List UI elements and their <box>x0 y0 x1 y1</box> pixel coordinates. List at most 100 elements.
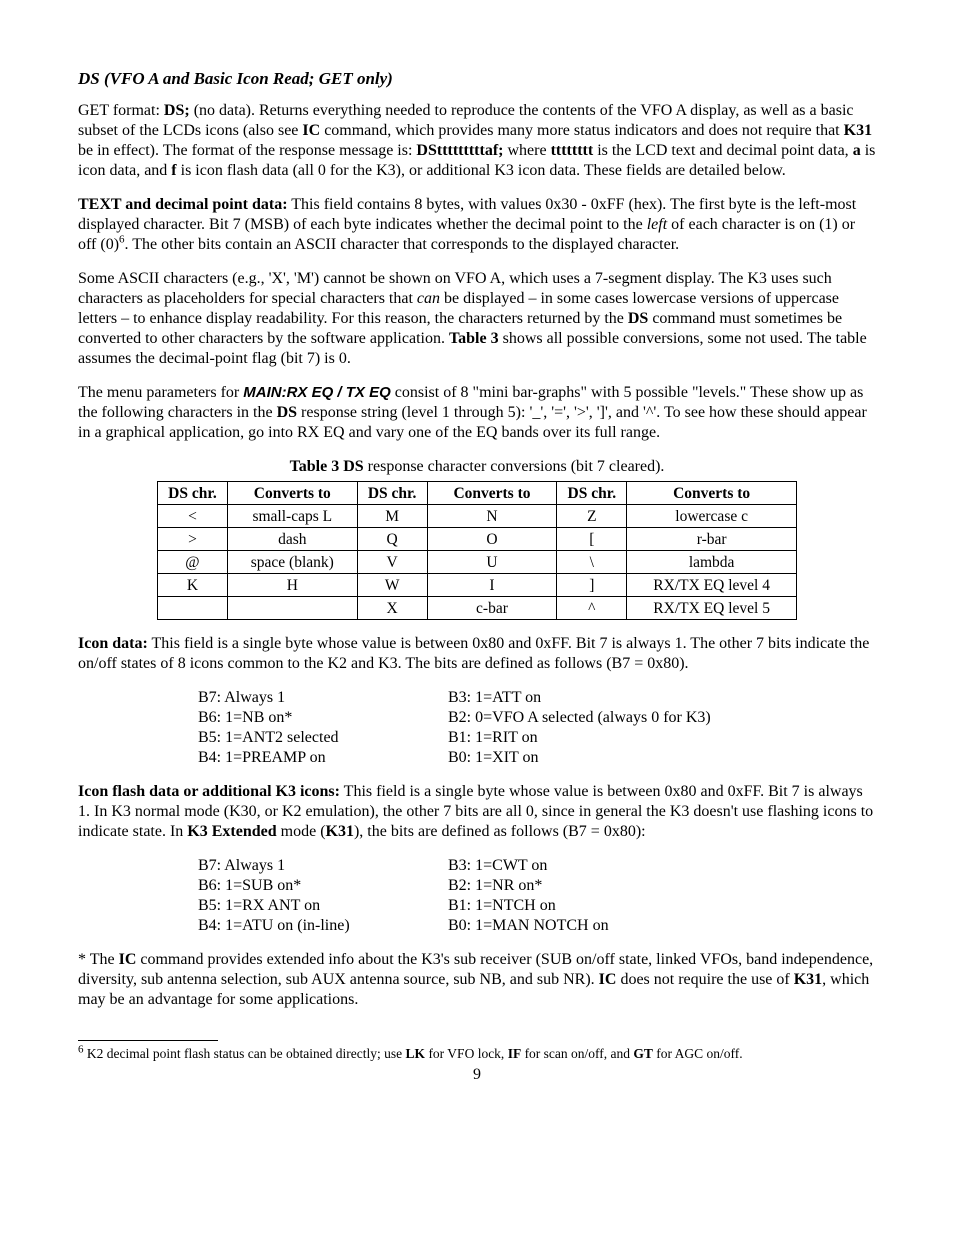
paragraph-ascii: Some ASCII characters (e.g., 'X', 'M') c… <box>78 269 876 369</box>
conversion-table: DS chr. Converts to DS chr. Converts to … <box>157 481 797 620</box>
page-number: 9 <box>78 1065 876 1085</box>
table-cell: X <box>357 597 427 620</box>
bits-right: B1: 1=RIT on <box>448 728 538 748</box>
table-row: < small-caps L M N Z lowercase c <box>158 505 797 528</box>
table-row: @ space (blank) V U \ lambda <box>158 551 797 574</box>
bits-row: B7: Always 1 B3: 1=CWT on <box>198 856 876 876</box>
table-cell: V <box>357 551 427 574</box>
table-cell: U <box>427 551 557 574</box>
section-title: DS (VFO A and Basic Icon Read; GET only) <box>78 68 876 89</box>
text: for scan on/off, and <box>521 1046 633 1061</box>
table-cell: O <box>427 528 557 551</box>
table-row: X c-bar ^ RX/TX EQ level 5 <box>158 597 797 620</box>
text: where <box>503 142 550 159</box>
text: is the LCD text and decimal point data, <box>593 142 853 159</box>
table-cell: small-caps L <box>227 505 357 528</box>
text-bold: DS <box>628 310 648 327</box>
table-header: Converts to <box>227 482 357 505</box>
table-cell: space (blank) <box>227 551 357 574</box>
table-cell: c-bar <box>427 597 557 620</box>
text: This field is a single byte whose value … <box>78 635 869 672</box>
text: K2 decimal point flash status can be obt… <box>84 1046 406 1061</box>
table-header: Converts to <box>627 482 797 505</box>
table-header: Converts to <box>427 482 557 505</box>
bits-row: B5: 1=ANT2 selected B1: 1=RIT on <box>198 728 876 748</box>
text-bold: IF <box>508 1046 522 1061</box>
table-row: > dash Q O [ r-bar <box>158 528 797 551</box>
bits-row: B7: Always 1 B3: 1=ATT on <box>198 688 876 708</box>
text-bold: Icon data: <box>78 635 148 652</box>
text: command, which provides many more status… <box>320 122 843 139</box>
bits-right: B0: 1=MAN NOTCH on <box>448 916 609 936</box>
bits-left: B5: 1=RX ANT on <box>198 896 448 916</box>
table-cell: M <box>357 505 427 528</box>
paragraph-get-format: GET format: DS; (no data). Returns every… <box>78 101 876 181</box>
text: * The <box>78 951 119 968</box>
bits-left: B7: Always 1 <box>198 688 448 708</box>
bits-left: B4: 1=ATU on (in-line) <box>198 916 448 936</box>
text-bold: LK <box>406 1046 426 1061</box>
table-cell: I <box>427 574 557 597</box>
table-cell: RX/TX EQ level 5 <box>627 597 797 620</box>
text: GET format: <box>78 102 164 119</box>
text-bold: GT <box>633 1046 653 1061</box>
text-bold: IC <box>119 951 137 968</box>
table-cell: lowercase c <box>627 505 797 528</box>
table-cell: dash <box>227 528 357 551</box>
table-cell: [ <box>557 528 627 551</box>
bits-left: B6: 1=SUB on* <box>198 876 448 896</box>
table-cell: > <box>158 528 228 551</box>
text: mode ( <box>277 823 326 840</box>
text-italic: left <box>647 216 667 233</box>
text-bold: DStttttttttaf; <box>416 142 503 159</box>
table-header: DS chr. <box>158 482 228 505</box>
text-bold: tttttttt <box>551 142 594 159</box>
text-bold: K3 Extended <box>187 823 276 840</box>
text: does not require the use of <box>616 971 793 988</box>
paragraph-icon-data: Icon data: This field is a single byte w… <box>78 634 876 674</box>
table-cell: < <box>158 505 228 528</box>
page: DS (VFO A and Basic Icon Read; GET only)… <box>0 0 954 1235</box>
table-caption: Table 3 DS response character conversion… <box>78 457 876 477</box>
text: is icon flash data (all 0 for the K3), o… <box>177 162 786 179</box>
text-bold: Table 3 <box>449 330 499 347</box>
text-bold: IC <box>599 971 617 988</box>
paragraph-ic-note: * The IC command provides extended info … <box>78 950 876 1010</box>
bits-row: B6: 1=SUB on* B2: 1=NR on* <box>198 876 876 896</box>
bits-left: B6: 1=NB on* <box>198 708 448 728</box>
text: ), the bits are defined as follows (B7 =… <box>354 823 646 840</box>
table-cell: ^ <box>557 597 627 620</box>
table-head: DS chr. Converts to DS chr. Converts to … <box>158 482 797 505</box>
table-cell: ] <box>557 574 627 597</box>
bits-left: B7: Always 1 <box>198 856 448 876</box>
text-bold: DS; <box>164 102 190 119</box>
bits-row: B4: 1=PREAMP on B0: 1=XIT on <box>198 748 876 768</box>
text-bold: K31 <box>794 971 822 988</box>
bits-row: B4: 1=ATU on (in-line) B0: 1=MAN NOTCH o… <box>198 916 876 936</box>
table-cell: H <box>227 574 357 597</box>
text-bold: TEXT and decimal point data: <box>78 196 288 213</box>
bits-left: B5: 1=ANT2 selected <box>198 728 448 748</box>
bits-right: B2: 0=VFO A selected (always 0 for K3) <box>448 708 711 728</box>
table-cell: @ <box>158 551 228 574</box>
text-bold: a <box>853 142 861 159</box>
text-bold: Table 3 <box>290 458 340 475</box>
table-header: DS chr. <box>557 482 627 505</box>
text-bold: K31 <box>844 122 872 139</box>
text-bold: IC <box>302 122 320 139</box>
paragraph-menu: The menu parameters for MAIN:RX EQ / TX … <box>78 383 876 443</box>
text-italic: can <box>417 290 440 307</box>
text: be in effect). The format of the respons… <box>78 142 416 159</box>
table-body: < small-caps L M N Z lowercase c > dash … <box>158 505 797 620</box>
table-header-row: DS chr. Converts to DS chr. Converts to … <box>158 482 797 505</box>
table-header: DS chr. <box>357 482 427 505</box>
bits-right: B2: 1=NR on* <box>448 876 542 896</box>
icon-bits-list: B7: Always 1 B3: 1=ATT on B6: 1=NB on* B… <box>198 688 876 768</box>
table-cell: Z <box>557 505 627 528</box>
bits-row: B6: 1=NB on* B2: 0=VFO A selected (alway… <box>198 708 876 728</box>
table-cell: W <box>357 574 427 597</box>
footnote: 6 K2 decimal point flash status can be o… <box>78 1045 876 1063</box>
paragraph-icon-flash: Icon flash data or additional K3 icons: … <box>78 782 876 842</box>
text-menu: MAIN:RX EQ / TX EQ <box>243 384 391 401</box>
text: . The other bits contain an ASCII charac… <box>125 236 680 253</box>
